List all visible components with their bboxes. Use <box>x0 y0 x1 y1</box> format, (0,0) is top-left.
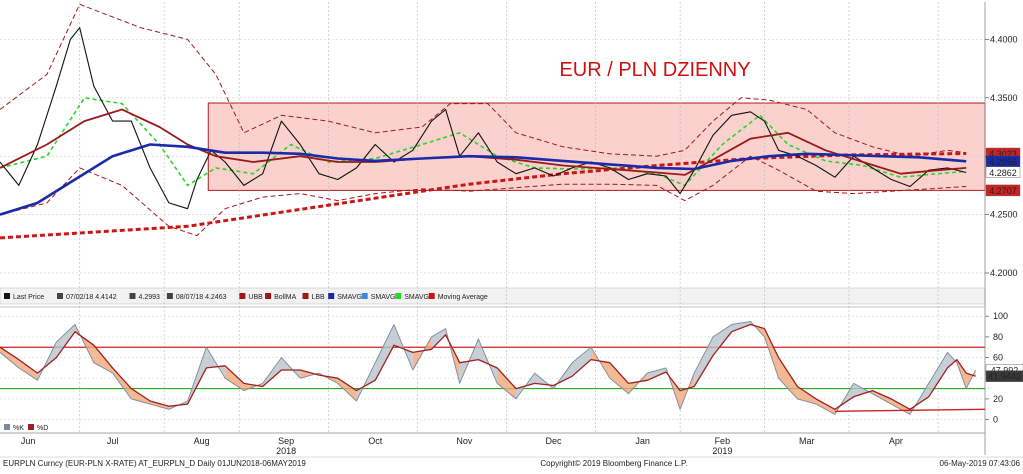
stoch-fill-31 <box>572 347 591 377</box>
price-label-1: 4.2956 <box>989 157 1017 167</box>
legend-swatch-10 <box>428 293 435 299</box>
stoch-tick-label-4: 20 <box>993 394 1003 404</box>
legend-swatch-5 <box>265 293 272 299</box>
x-month-label-8: Feb <box>715 436 731 446</box>
stoch-fill-14 <box>262 357 282 387</box>
price-label-box-3 <box>985 184 1021 197</box>
x-month-label-4: Oct <box>368 436 383 446</box>
legend-item-4: UBB <box>248 294 263 301</box>
x-month-label-9: Mar <box>799 436 815 446</box>
legend-swatch-2 <box>129 293 136 299</box>
x-month-label-0: Jun <box>21 436 36 446</box>
legend-item-8: SMAVG <box>371 294 396 301</box>
legend-swatch-4 <box>239 293 246 299</box>
stoch-fill-47 <box>853 383 873 397</box>
stoch-value-label-1: 41.9443 <box>988 372 1021 382</box>
stoch-trendline <box>834 408 986 412</box>
legend-swatch-0 <box>4 293 10 299</box>
footer-right: 06-May-2019 07:43:06 <box>940 459 1021 468</box>
legend-item-9: SMAVG <box>404 294 429 301</box>
legend-item-0: Last Price <box>13 294 44 301</box>
stoch-legend-k: %K <box>13 425 24 432</box>
stoch-fill-3 <box>56 324 75 358</box>
stoch-fill-1 <box>18 359 38 381</box>
stoch-value-box-1 <box>985 370 1023 382</box>
stoch-fill-12 <box>225 365 244 391</box>
series-lbb <box>0 155 967 237</box>
legend-swatch-8 <box>361 293 368 299</box>
price-tick-label-3: 4.2500 <box>990 210 1018 220</box>
price-label-2: 4.2862 <box>989 168 1017 178</box>
price-label-box-2 <box>985 166 1021 178</box>
stoch-legend-swatch-d <box>28 424 34 430</box>
stoch-fill-8 <box>150 401 169 410</box>
x-month-label-6: Dec <box>545 436 562 446</box>
stoch-fill-52 <box>947 352 957 368</box>
stoch-fill-16 <box>300 370 319 379</box>
legend-swatch-6 <box>302 293 309 299</box>
x-year-label-1: 2019 <box>712 446 732 456</box>
stoch-legend-d: %D <box>37 425 48 432</box>
legend-swatch-9 <box>395 293 402 299</box>
legend-item-2: 4.2993 <box>139 294 161 301</box>
series-sma-green <box>0 97 967 187</box>
series-sma-blue <box>0 143 967 216</box>
legend-swatch-7 <box>328 293 335 299</box>
x-month-label-10: Apr <box>889 436 903 446</box>
x-month-label-2: Aug <box>194 436 210 446</box>
stoch-fill-43 <box>778 357 798 399</box>
stoch-fill-23 <box>431 328 446 350</box>
series-d <box>0 323 976 410</box>
footer-center: Copyright© 2019 Bloomberg Finance L.P. <box>540 459 687 468</box>
price-tick-label-1: 4.3500 <box>990 93 1018 103</box>
stoch-tick-label-2: 60 <box>993 353 1003 363</box>
stoch-fill-18 <box>337 378 357 401</box>
price-label-0: 4.3023 <box>989 149 1017 159</box>
legend-item-1: 07/02/18 4.4142 <box>66 294 117 301</box>
price-tick-label-4: 4.2000 <box>990 268 1018 278</box>
legend-item-10: Moving Average <box>438 294 488 301</box>
price-label-3: 4.2707 <box>989 186 1017 196</box>
x-month-label-1: Jul <box>107 436 119 446</box>
stoch-fill-51 <box>928 352 948 397</box>
stoch-fill-6 <box>112 367 132 399</box>
x-month-label-5: Nov <box>456 436 473 446</box>
legend-item-7: SMAVG <box>337 294 362 301</box>
legend-item-6: LBB <box>312 294 326 301</box>
stoch-legend-swatch-k <box>4 424 10 430</box>
stoch-tick-label-0: 100 <box>993 311 1008 321</box>
legend-swatch-3 <box>166 293 173 299</box>
stoch-fill-0 <box>0 347 19 368</box>
stoch-fill-35 <box>647 367 666 381</box>
footer-left: EURPLN Curncy (EUR-PLN X-RATE) AT_EURPLN… <box>3 459 306 468</box>
series-k <box>0 320 977 415</box>
stoch-fill-39 <box>713 324 732 356</box>
series-moving-average <box>0 152 967 240</box>
stoch-fill-5 <box>93 345 113 374</box>
stoch-tick-label-5: 0 <box>993 415 998 425</box>
x-year-label-0: 2018 <box>276 446 296 456</box>
legend-swatch-1 <box>57 293 63 299</box>
x-month-label-3: Sep <box>278 436 294 446</box>
stoch-fill-38 <box>694 336 713 387</box>
legend-item-3: 08/07/18 4.2463 <box>176 294 227 301</box>
price-tick-label-0: 4.4000 <box>990 34 1018 44</box>
stoch-fill-45 <box>816 398 835 415</box>
range-box <box>207 102 986 191</box>
legend-item-5: BollMA <box>274 294 297 301</box>
stoch-fill-44 <box>797 386 817 405</box>
stoch-fill-48 <box>872 390 892 405</box>
stoch-fill-42 <box>764 328 779 379</box>
stoch-value-label-0: 47.992 <box>991 365 1019 375</box>
stoch-tick-label-1: 80 <box>993 332 1003 342</box>
stoch-fill-27 <box>497 367 516 399</box>
series-ubb <box>0 3 967 157</box>
stoch-fill-20 <box>375 324 394 381</box>
x-month-label-7: Jan <box>635 436 650 446</box>
chart-title: EUR / PLN DZIENNY <box>559 59 750 81</box>
stoch-fill-33 <box>609 362 629 394</box>
